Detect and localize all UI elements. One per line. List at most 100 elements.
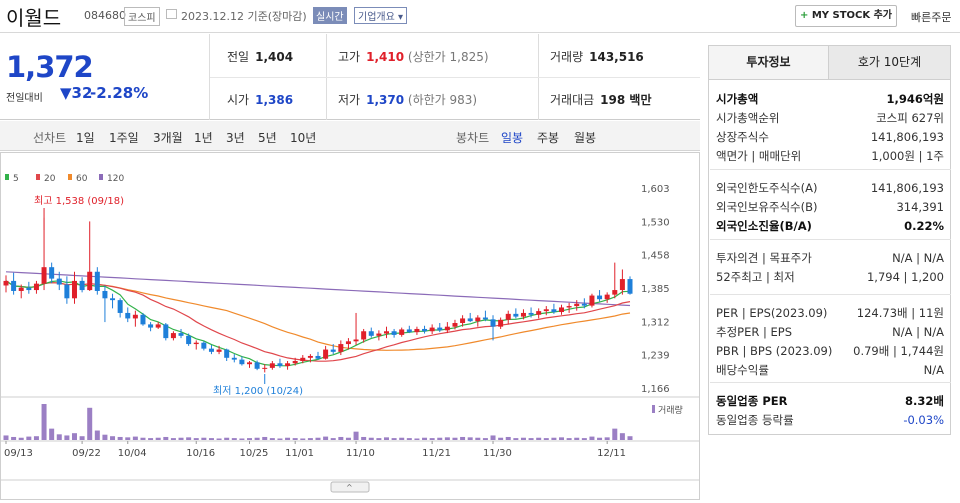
- volume-bar: [33, 436, 39, 440]
- volume-bar: [239, 438, 245, 440]
- volume-bar: [79, 436, 85, 440]
- tab-invest-info[interactable]: 투자정보: [709, 46, 829, 80]
- candle-body: [155, 324, 161, 328]
- candle-weekly[interactable]: 주봉: [537, 131, 560, 145]
- volume-bar: [330, 438, 336, 440]
- legend-label-120: 120: [107, 174, 124, 184]
- period-3m[interactable]: 3개월: [153, 131, 183, 145]
- volume-bar: [376, 438, 382, 440]
- open-price: 시가 1,386: [227, 93, 294, 107]
- volume-bar: [186, 437, 192, 440]
- info-row: 외국인한도주식수(A) 141,806,193: [716, 179, 944, 197]
- volume-bar: [224, 437, 230, 440]
- volume-bar: [612, 428, 618, 440]
- x-tick-label: 12/11: [597, 448, 626, 459]
- candle-monthly[interactable]: 월봉: [574, 131, 597, 145]
- y-tick-label: 1,458: [641, 251, 670, 262]
- candle-body: [231, 357, 237, 360]
- info-row: 시가총액순위 코스피 627위: [716, 109, 944, 127]
- candle-body: [551, 309, 557, 313]
- y-tick-label: 1,239: [641, 351, 670, 362]
- candle-body: [589, 295, 595, 306]
- ma120-line: [5, 271, 631, 307]
- y-tick-label: 1,312: [641, 317, 670, 328]
- add-my-stock-button[interactable]: + MY STOCK 추가: [795, 5, 897, 27]
- candle-body: [361, 331, 367, 340]
- candle-body: [604, 294, 610, 300]
- candle-body: [505, 313, 511, 320]
- info-label: PBR | BPS (2023.09): [716, 344, 833, 358]
- volume-bar: [285, 437, 291, 440]
- info-value: 124.73배 | 11원: [856, 306, 944, 320]
- volume-bar: [64, 435, 70, 440]
- candle-body: [254, 362, 260, 369]
- candle-body: [338, 344, 344, 352]
- volume-bar: [269, 438, 275, 440]
- divider: [710, 382, 951, 383]
- volume-bar: [475, 437, 481, 440]
- volume-bar: [132, 436, 138, 440]
- candle-body: [528, 312, 534, 315]
- info-label: 동일업종 등락률: [716, 413, 794, 427]
- volume-bar: [619, 433, 625, 440]
- info-row: 동일업종 등락률 -0.03%: [716, 411, 944, 429]
- volume-bar: [536, 437, 542, 440]
- volume-bar: [155, 437, 161, 440]
- candle-body: [87, 271, 93, 291]
- period-1w[interactable]: 1주일: [109, 131, 139, 145]
- candle-body: [102, 290, 108, 299]
- realtime-button[interactable]: 실시간: [313, 7, 347, 24]
- info-label: 동일업종 PER: [716, 394, 788, 408]
- header: 이월드 084680 코스피 2023.12.12 기준(장마감) 실시간 기업…: [0, 0, 960, 33]
- candle-body: [18, 287, 24, 291]
- candle-body: [368, 331, 374, 336]
- candle-body: [178, 333, 184, 336]
- change-label: 전일대비: [6, 93, 43, 104]
- period-bar: 선차트 1일 1주일 3개월 1년 3년 5년 10년 봉차트 일봉 주봉 월봉: [0, 121, 700, 151]
- info-row: 액면가 | 매매단위 1,000원 | 1주: [716, 147, 944, 165]
- price-chart[interactable]: 5 20 60 120 1,603 1,530 1,458 1,385 1,312 1,239 1,…: [0, 152, 700, 500]
- candle-body: [216, 349, 222, 352]
- info-row: 동일업종 PER 8.32배: [716, 392, 944, 410]
- period-1y[interactable]: 1년: [194, 131, 213, 145]
- volume-legend-swatch: [652, 405, 655, 413]
- add-my-stock-label: MY STOCK 추가: [811, 10, 893, 21]
- volume-bar: [201, 437, 207, 440]
- base-date: 2023.12.12 기준(장마감): [181, 10, 307, 23]
- candle-body: [64, 284, 70, 299]
- info-value: -0.03%: [903, 413, 944, 427]
- period-1d[interactable]: 1일: [76, 131, 95, 145]
- tab-orderbook-10[interactable]: 호가 10단계: [829, 46, 950, 80]
- candle-body: [117, 300, 123, 313]
- candle-body: [437, 327, 443, 331]
- candle-body: [110, 298, 116, 301]
- volume-bar: [18, 437, 24, 440]
- volume-bar: [627, 436, 633, 440]
- volume-bar: [178, 437, 184, 440]
- quote-panel: 1,372 전일대비 ▼32 -2.28% 전일 1,404 시가 1,386 고가…: [0, 34, 700, 120]
- info-value: 1,000원 | 1주: [871, 149, 944, 163]
- volume-bar: [323, 436, 329, 440]
- info-value: 141,806,193: [870, 181, 944, 195]
- volume-bar: [247, 438, 253, 440]
- divider: [710, 169, 951, 170]
- y-tick-label: 1,385: [641, 284, 670, 295]
- period-5y[interactable]: 5년: [258, 131, 277, 145]
- candle-daily[interactable]: 일봉: [501, 131, 524, 145]
- info-label: 외국인보유주식수(B): [716, 200, 818, 214]
- candle-body: [186, 335, 192, 345]
- x-tick-label: 10/16: [186, 448, 215, 459]
- volume-bar: [338, 436, 344, 440]
- volume-bar: [216, 438, 222, 440]
- period-3y[interactable]: 3년: [226, 131, 245, 145]
- calendar-icon: [166, 9, 177, 19]
- ma60-line: [5, 280, 631, 351]
- volume-bar: [307, 438, 313, 440]
- volume-bar: [460, 436, 466, 440]
- quick-order-link[interactable]: 빠른주문: [911, 11, 952, 24]
- period-10y[interactable]: 10년: [290, 131, 317, 145]
- volume-bar: [444, 437, 450, 440]
- candle-body: [3, 280, 9, 286]
- x-tick-label: 10/25: [240, 448, 269, 459]
- company-overview-dropdown[interactable]: 기업개요 ▾: [354, 7, 407, 24]
